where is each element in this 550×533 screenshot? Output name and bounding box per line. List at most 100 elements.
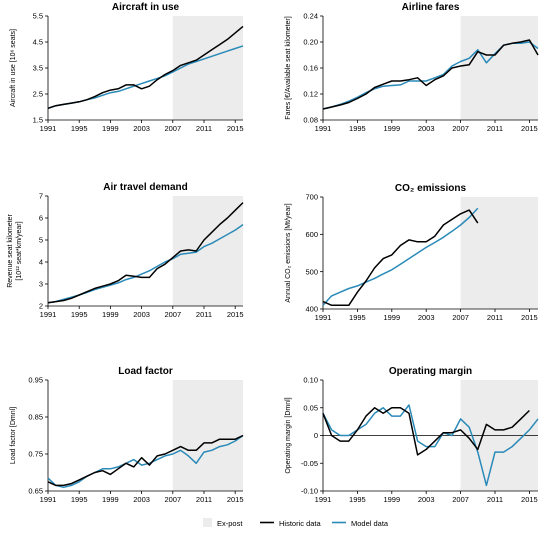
expost-band bbox=[172, 380, 243, 491]
x-tick-label: 2011 bbox=[196, 310, 212, 319]
x-tick-label: 2011 bbox=[487, 124, 503, 133]
y-tick-label: 5.5 bbox=[33, 12, 43, 21]
x-tick-label: 2007 bbox=[452, 124, 469, 133]
expost-band bbox=[172, 16, 243, 120]
y-tick-label: 2 bbox=[39, 302, 43, 311]
chart-title: Airline fares bbox=[402, 2, 460, 13]
x-tick-label: 2003 bbox=[133, 495, 150, 504]
y-tick-label: 0.16 bbox=[303, 64, 318, 73]
x-tick-label: 1999 bbox=[383, 313, 400, 322]
y-tick-label: 3 bbox=[39, 280, 43, 289]
x-tick-label: 1999 bbox=[102, 495, 119, 504]
x-tick-label: 1991 bbox=[315, 124, 332, 133]
y-axis-label: Fares [€/Available seat kilometer] bbox=[285, 16, 292, 119]
y-tick-label: 0.20 bbox=[303, 38, 318, 47]
y-tick-label: 7 bbox=[39, 192, 43, 201]
chart-title: Aircraft in use bbox=[112, 2, 180, 13]
historic-series-line bbox=[47, 202, 244, 304]
x-tick-label: 2011 bbox=[487, 313, 503, 322]
y-tick-label: 4.5 bbox=[33, 38, 43, 47]
chart-title: Operating margin bbox=[389, 366, 472, 377]
y-tick-label: -0.10 bbox=[301, 487, 318, 496]
chart-panels: 1.5 2.5 3.5 4.5 5.5 1991 1995 1999 2003 2007 2011 2… bbox=[7, 2, 539, 504]
y-tick-label: 0.08 bbox=[303, 116, 318, 125]
historic-series-line bbox=[322, 407, 530, 456]
y-tick-label: 0.85 bbox=[28, 413, 43, 422]
y-tick-label: 700 bbox=[305, 193, 318, 202]
y-tick-label: 400 bbox=[305, 305, 318, 314]
x-tick-label: 1991 bbox=[40, 495, 57, 504]
legend-model-label: Model data bbox=[351, 519, 389, 528]
y-tick-label: 600 bbox=[305, 230, 318, 239]
chart-panel-4: 400 500 600 700 1991 1995 1999 2003 2007 2011 2015… bbox=[285, 183, 538, 322]
x-tick-label: 1995 bbox=[349, 495, 366, 504]
legend-historic-label: Historic data bbox=[279, 519, 322, 528]
y-axis-label: Load factor [Dmnl] bbox=[10, 407, 17, 464]
y-tick-label: 0.24 bbox=[303, 12, 318, 21]
x-tick-label: 1995 bbox=[71, 495, 88, 504]
x-tick-label: 1991 bbox=[40, 124, 57, 133]
y-axis-label-units: [10¹² seat*km/year] bbox=[16, 221, 23, 280]
x-tick-label: 2011 bbox=[196, 124, 212, 133]
x-tick-label: 1995 bbox=[349, 313, 366, 322]
x-tick-label: 2015 bbox=[521, 313, 538, 322]
historic-series-line bbox=[322, 209, 479, 307]
chart-panel-1: 1.5 2.5 3.5 4.5 5.5 1991 1995 1999 2003 2007 2011 2… bbox=[10, 2, 244, 133]
legend-expost-swatch bbox=[203, 518, 212, 527]
chart-panel-6: -0.10 -0.05 0 0.05 0.10 1991 1995 1999 2003 2007 2… bbox=[285, 366, 539, 504]
x-tick-label: 1999 bbox=[383, 124, 400, 133]
x-tick-label: 1991 bbox=[315, 495, 332, 504]
x-tick-label: 2015 bbox=[227, 124, 244, 133]
x-tick-label: 2007 bbox=[164, 495, 181, 504]
x-tick-label: 2003 bbox=[133, 310, 150, 319]
x-tick-label: 1995 bbox=[71, 310, 88, 319]
chart-title: CO₂ emissions bbox=[395, 183, 467, 194]
x-tick-label: 1995 bbox=[349, 124, 366, 133]
y-tick-label: 1.5 bbox=[33, 116, 43, 125]
x-tick-label: 2007 bbox=[452, 495, 469, 504]
y-tick-label: 0.75 bbox=[28, 450, 43, 459]
y-tick-label: 2.5 bbox=[33, 90, 43, 99]
legend: Ex-post Historic data Model data bbox=[203, 518, 389, 528]
model-series-line bbox=[322, 207, 479, 306]
y-tick-label: 4 bbox=[39, 258, 43, 267]
x-tick-label: 1999 bbox=[102, 310, 119, 319]
x-tick-label: 2011 bbox=[196, 495, 212, 504]
y-tick-label: 5 bbox=[39, 236, 43, 245]
y-tick-label: 0.10 bbox=[303, 376, 318, 385]
x-tick-label: 2015 bbox=[521, 124, 538, 133]
historic-series-line bbox=[47, 25, 244, 110]
x-tick-label: 2007 bbox=[164, 310, 181, 319]
x-tick-label: 2015 bbox=[521, 495, 538, 504]
x-tick-label: 2007 bbox=[164, 124, 181, 133]
x-tick-label: 2015 bbox=[227, 495, 244, 504]
x-tick-label: 2011 bbox=[487, 495, 503, 504]
y-tick-label: 500 bbox=[305, 267, 318, 276]
y-tick-label: 0.95 bbox=[28, 376, 43, 385]
x-tick-label: 1999 bbox=[102, 124, 119, 133]
x-tick-label: 1995 bbox=[71, 124, 88, 133]
legend-expost-label: Ex-post bbox=[217, 519, 243, 528]
chart-panel-2: 0.08 0.12 0.16 0.20 0.24 1991 1995 1999 2003 2007… bbox=[285, 2, 539, 133]
x-tick-label: 2003 bbox=[418, 495, 435, 504]
x-tick-label: 2003 bbox=[133, 124, 150, 133]
y-axis-label: Operating margin [Dmnl] bbox=[285, 397, 292, 473]
chart-title: Air travel demand bbox=[103, 182, 187, 193]
model-series-line bbox=[47, 434, 244, 489]
chart-title: Load factor bbox=[118, 366, 173, 377]
x-tick-label: 2015 bbox=[227, 310, 244, 319]
y-tick-label: 0.12 bbox=[303, 90, 318, 99]
expost-band bbox=[460, 16, 538, 120]
y-tick-label: 3.5 bbox=[33, 64, 43, 73]
y-tick-label: -0.05 bbox=[301, 459, 318, 468]
y-axis-label: Aircraft in use [10⁶ seats] bbox=[10, 29, 17, 107]
x-tick-label: 2007 bbox=[452, 313, 469, 322]
y-axis-label: Revenue seat kilometer bbox=[7, 214, 14, 288]
x-tick-label: 1991 bbox=[315, 313, 332, 322]
y-tick-label: 0 bbox=[314, 431, 318, 440]
y-tick-label: 0.05 bbox=[303, 403, 318, 412]
historic-series-line bbox=[47, 434, 244, 487]
y-tick-label: 6 bbox=[39, 214, 43, 223]
historic-series-line bbox=[322, 39, 539, 110]
